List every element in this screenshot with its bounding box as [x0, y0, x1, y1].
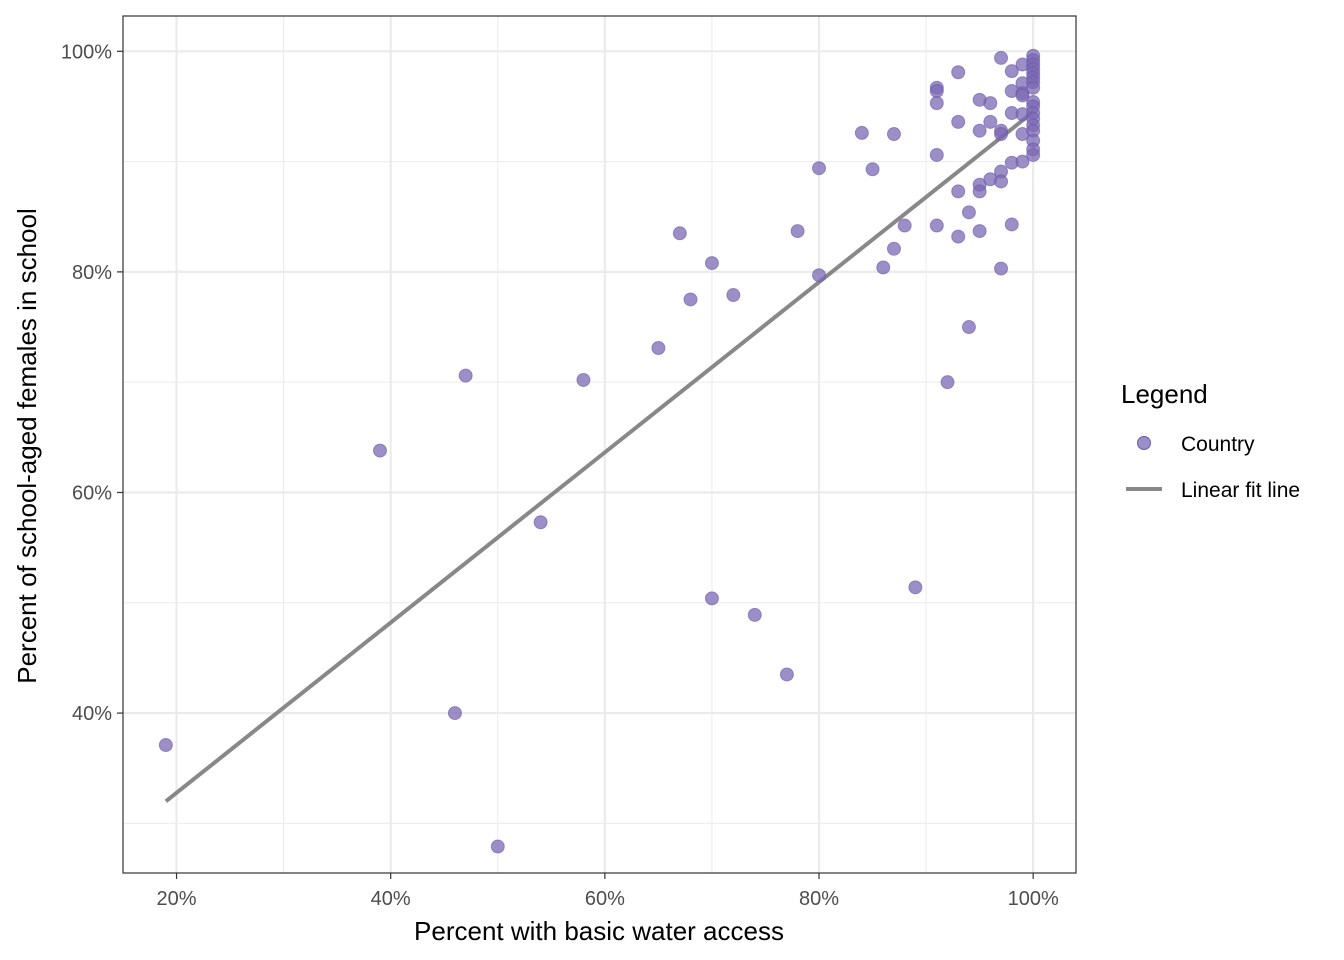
country-point	[490, 839, 505, 854]
country-point	[951, 184, 966, 199]
y-tick-label: 60%	[72, 482, 112, 504]
country-point	[876, 260, 891, 275]
country-point	[672, 226, 687, 241]
country-point	[704, 591, 719, 606]
country-point	[961, 205, 976, 220]
legend-label-country: Country	[1181, 433, 1255, 456]
legend-key-point	[1137, 436, 1151, 450]
country-point	[951, 229, 966, 244]
country-point	[790, 224, 805, 239]
country-point	[854, 125, 869, 140]
country-point	[704, 256, 719, 271]
y-tick-label: 80%	[72, 262, 112, 284]
y-tick-label: 40%	[72, 703, 112, 725]
x-tick-label: 80%	[799, 888, 839, 910]
grid-lines	[123, 16, 1076, 873]
country-point	[908, 580, 923, 595]
country-point	[533, 515, 548, 530]
country-point	[372, 443, 387, 458]
country-point	[983, 96, 998, 111]
x-axis-title: Percent with basic water access	[414, 916, 784, 946]
legend: Legend Country Linear fit line	[1121, 379, 1300, 502]
axis-ticks: 20% 40% 60% 80% 100% 40% 60% 80% 100%	[61, 41, 1059, 910]
country-point	[1015, 154, 1030, 169]
legend-title: Legend	[1121, 379, 1208, 409]
country-point	[972, 123, 987, 138]
country-point	[812, 161, 827, 176]
country-point	[1026, 147, 1041, 162]
country-point	[972, 224, 987, 239]
country-point	[812, 268, 827, 283]
country-point	[1015, 88, 1030, 103]
country-point	[747, 607, 762, 622]
y-axis-title: Percent of school-aged females in school	[12, 208, 42, 684]
country-point	[886, 127, 901, 142]
country-point	[983, 114, 998, 129]
country-point	[929, 84, 944, 99]
country-point	[929, 96, 944, 111]
country-point	[972, 184, 987, 199]
country-point	[779, 667, 794, 682]
country-point	[994, 127, 1009, 142]
country-point	[865, 162, 880, 177]
y-tick-label: 100%	[61, 41, 112, 63]
country-point	[576, 372, 591, 387]
country-point	[951, 65, 966, 80]
country-point	[1004, 217, 1019, 232]
panel-border	[122, 15, 1077, 874]
country-point	[1026, 80, 1041, 95]
linear-fit-line	[164, 110, 1035, 803]
country-point	[951, 114, 966, 129]
country-point	[886, 241, 901, 256]
country-point	[897, 218, 912, 233]
country-point	[683, 292, 698, 307]
country-point	[158, 738, 173, 753]
country-point	[994, 174, 1009, 189]
country-point	[458, 368, 473, 383]
country-point	[929, 218, 944, 233]
x-tick-label: 40%	[371, 888, 411, 910]
country-point	[929, 147, 944, 162]
country-point	[1004, 64, 1019, 79]
country-point	[994, 50, 1009, 65]
fit-line-layer	[164, 110, 1035, 803]
country-point	[940, 375, 955, 390]
country-point	[651, 340, 666, 355]
x-tick-label: 20%	[157, 888, 197, 910]
x-tick-label: 100%	[1008, 888, 1059, 910]
data-points	[158, 48, 1041, 854]
country-point	[726, 288, 741, 303]
country-point	[961, 320, 976, 335]
x-tick-label: 60%	[585, 888, 625, 910]
country-point	[447, 706, 462, 721]
country-point	[994, 261, 1009, 276]
legend-label-fit-line: Linear fit line	[1181, 479, 1300, 502]
